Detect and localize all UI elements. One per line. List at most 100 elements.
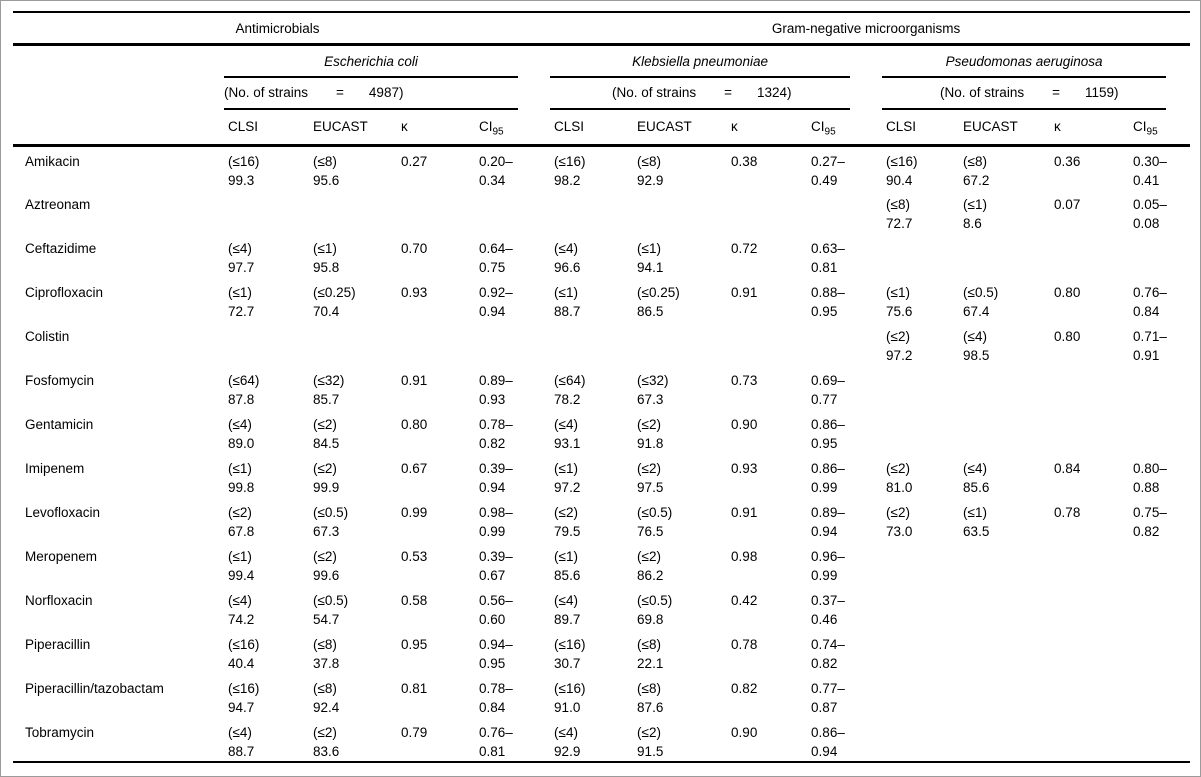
value-line: 0.81 [479,744,506,759]
clsi-cell: (≤1) 99.4 [216,542,301,586]
ci95-cell: 0.64– 0.75 [467,234,542,278]
value-line: 86.5 [637,304,664,319]
ci95-cell: 0.92– 0.94 [467,278,542,322]
clsi-column-header: CLSI [874,110,952,147]
value-line: 0.69– [811,373,845,388]
value-line: (≤0.25) [637,285,680,300]
value-line: 0.39– [479,549,513,564]
spacer-cell [13,45,216,79]
value-line: 0.84 [1054,461,1081,476]
clsi-column-header: CLSI [216,110,301,147]
value-line: 0.20– [479,154,513,169]
value-line: 40.4 [228,656,255,671]
ci95-cell: 0.30– 0.41 [1121,146,1190,191]
value-line: (≤16) [228,681,260,696]
clsi-cell: (≤1) 75.6 [874,278,951,322]
value-line: 99.6 [313,568,340,583]
eucast-cell-empty [301,190,389,234]
ci95-cell-empty [467,322,542,366]
value-line: (≤0.5) [637,505,673,520]
kappa-cell: 0.93 [719,454,799,498]
table-row: Fosfomycin (≤64) 87.8 (≤32) 85.7 0.91 0.89– 0.9… [13,366,1190,410]
kappa-cell: 0.95 [389,630,467,674]
value-line: (≤2) [637,461,661,476]
value-line: (≤2) [313,461,337,476]
eucast-cell: (≤0.5) 69.8 [625,586,719,630]
value-line: (≤2) [637,725,661,740]
value-line: 0.67 [479,568,506,583]
spacer-cell [13,78,216,110]
kappa-cell: 0.78 [719,630,799,674]
value-line: 67.3 [637,392,664,407]
kappa-cell-empty [1042,586,1121,630]
value-line: 0.82 [811,656,838,671]
ci95-cell: 0.89– 0.94 [799,498,874,542]
value-line: 0.39– [479,461,513,476]
strains-header-kpneumoniae: (No. of strains = 1324) [542,78,874,110]
value-line: 88.7 [554,304,581,319]
table-row: Levofloxacin (≤2) 67.8 (≤0.5) 67.3 0.99 0.98– 0… [13,498,1190,542]
value-line: 0.36 [1054,154,1081,169]
eucast-cell: (≤2) 91.5 [625,718,719,762]
ci95-cell-empty [799,190,874,234]
value-line: (≤4) [554,241,578,256]
value-line: 0.07 [1054,197,1081,212]
ci95-column-header: CI95 [799,110,875,147]
clsi-cell-empty [874,630,951,674]
value-line: 0.46 [811,612,838,627]
value-line: 70.4 [313,304,340,319]
clsi-cell-empty [874,718,951,762]
ci95-cell-empty [799,322,874,366]
kappa-cell-empty [1042,630,1121,674]
value-line: 0.38 [731,154,758,169]
eucast-cell: (≤0.5) 67.3 [301,498,389,542]
ci-subscript: 95 [824,126,836,138]
value-line: 0.71– [1133,329,1167,344]
clsi-cell: (≤4) 89.0 [216,410,301,454]
eucast-cell-empty [951,410,1042,454]
value-line: 0.05– [1133,197,1167,212]
value-line: 85.6 [963,480,990,495]
kappa-cell: 0.91 [719,498,799,542]
value-line: 89.7 [554,612,581,627]
value-line: 0.82 [1133,524,1160,539]
eucast-cell-empty [951,542,1042,586]
eucast-cell: (≤2) 99.9 [301,454,389,498]
organism-header-kpneumoniae: Klebsiella pneumoniae [542,45,874,78]
value-line: 0.95 [479,656,506,671]
value-line: 75.6 [886,304,913,319]
table-row: Norfloxacin (≤4) 74.2 (≤0.5) 54.7 0.58 0.56– 0.… [13,586,1190,630]
clsi-cell: (≤16) 94.7 [216,674,301,718]
ci95-cell-empty [1121,234,1190,278]
table-row: Gentamicin (≤4) 89.0 (≤2) 84.5 0.80 0.78– 0.82 (… [13,410,1190,454]
clsi-cell: (≤4) 74.2 [216,586,301,630]
table-row: Ceftazidime (≤4) 97.7 (≤1) 95.8 0.70 0.64– 0.75… [13,234,1190,278]
value-line: 0.27– [811,154,845,169]
value-line: 99.9 [313,480,340,495]
value-line: 0.27 [401,154,428,169]
clsi-cell: (≤64) 87.8 [216,366,301,410]
table-body: Amikacin (≤16) 99.3 (≤8) 95.6 0.27 0.20– 0.34 (≤… [13,146,1190,763]
value-line: 54.7 [313,612,340,627]
value-line: 99.4 [228,568,255,583]
value-line: (≤8) [637,681,661,696]
clsi-cell: (≤4) 92.9 [542,718,625,762]
value-line: 0.49 [811,173,838,188]
ci95-cell: 0.56– 0.60 [467,586,542,630]
value-line: 0.77 [811,392,838,407]
ci95-cell: 0.94– 0.95 [467,630,542,674]
strains-header-ecoli: (No. of strains = 4987) [216,78,542,110]
value-line: 0.08 [1133,216,1160,231]
value-line: (≤64) [228,373,260,388]
kappa-cell-empty [719,322,799,366]
eucast-cell: (≤2) 84.5 [301,410,389,454]
value-line: 94.1 [637,260,664,275]
value-line: 91.8 [637,436,664,451]
value-line: (≤1) [228,461,252,476]
value-line: (≤16) [554,681,586,696]
kappa-cell: 0.79 [389,718,467,762]
table-row: Colistin (≤2) 97.2 (≤4) 98.5 0.80 0.71– 0.91 [13,322,1190,366]
kappa-cell: 0.80 [389,410,467,454]
value-line: 0.75– [1133,505,1167,520]
drug-name: Levofloxacin [25,505,101,520]
